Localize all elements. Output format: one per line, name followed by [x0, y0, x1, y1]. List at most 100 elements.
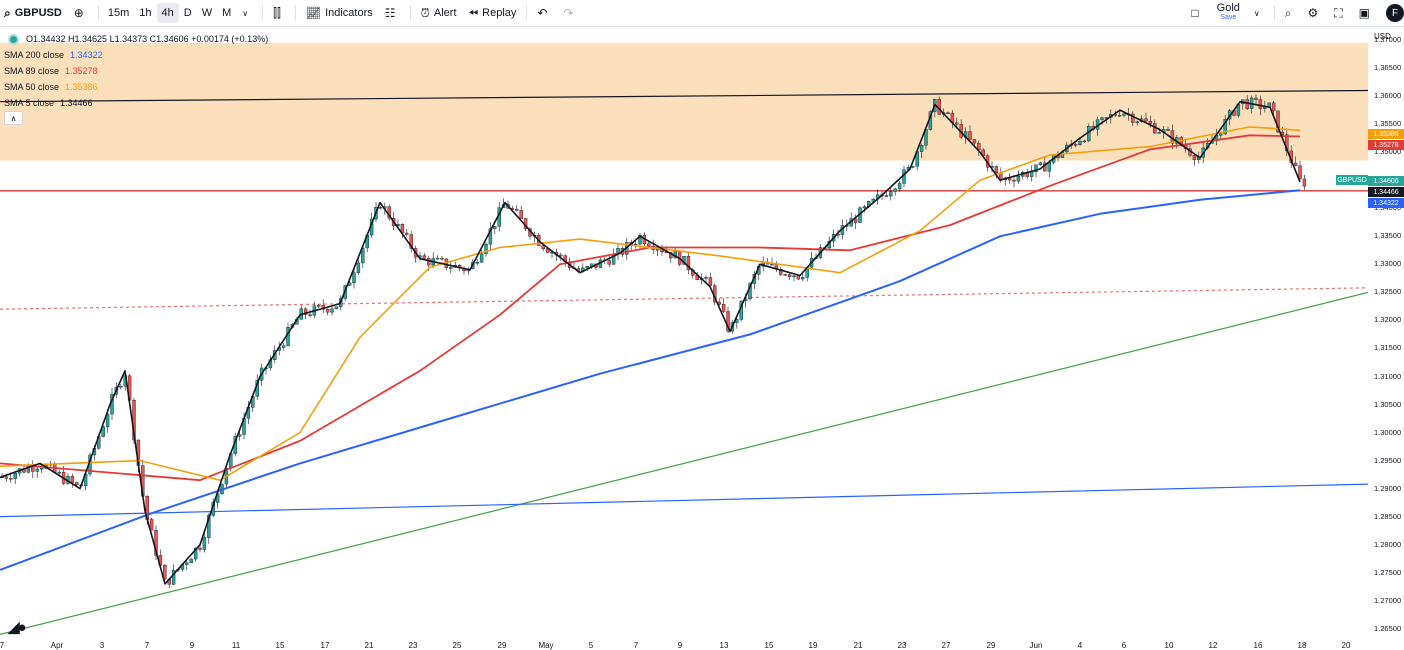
tf-15m[interactable]: 15m — [107, 7, 130, 19]
timeframe-dropdown[interactable]: ∨ — [236, 0, 258, 26]
sma89-label: SMA 89 close — [4, 66, 60, 76]
replay-button[interactable]: ⏪︎ Replay — [463, 0, 523, 26]
settings-button[interactable]: ⚙ — [1301, 0, 1328, 26]
legend-sma200[interactable]: SMA 200 close 1.34322 — [4, 47, 268, 63]
tf-d[interactable]: D — [183, 7, 192, 19]
time-tick: 12 — [1208, 641, 1218, 650]
divider — [1273, 5, 1275, 21]
time-tick: 29 — [497, 641, 507, 650]
candle-up — [207, 515, 211, 538]
candle-down — [308, 314, 312, 316]
candle-up — [1122, 113, 1126, 116]
candle-up — [317, 305, 321, 307]
candle-up — [1078, 140, 1082, 146]
divider — [294, 5, 296, 21]
time-tick: 17 — [320, 641, 330, 650]
candle-up — [189, 558, 193, 564]
candle-down — [1298, 165, 1302, 180]
alert-button[interactable]: ⏰︎ Alert — [415, 0, 463, 26]
chart-canvas[interactable] — [0, 26, 1368, 640]
candle-down — [149, 519, 154, 531]
sma89-line — [0, 134, 1301, 482]
candle-down — [686, 256, 691, 271]
candle-up — [449, 267, 453, 269]
camera-icon: ▣ — [1358, 6, 1370, 20]
candle-up — [193, 547, 198, 560]
candle-up — [889, 191, 893, 197]
undo-button[interactable]: ↶ — [531, 0, 557, 26]
templates-button[interactable]: ☷ — [379, 0, 406, 26]
tradingview-logo-icon: ◢● — [8, 619, 27, 636]
price-tick: 1.33000 — [1374, 259, 1402, 269]
divider — [409, 5, 411, 21]
fullscreen-button[interactable]: ⛶ — [1328, 0, 1352, 26]
time-tick: Jun — [1029, 641, 1043, 650]
divider — [526, 5, 528, 21]
time-tick: 13 — [719, 641, 729, 650]
candle-up — [638, 234, 642, 245]
candle-down — [1192, 155, 1197, 160]
time-tick: 9 — [189, 641, 195, 650]
candle-down — [1302, 178, 1307, 187]
chart-legend: O1.34432 H1.34625 L1.34373 C1.34606 +0.0… — [4, 31, 268, 111]
candle-down — [968, 131, 972, 140]
price-tick: 1.30000 — [1374, 427, 1402, 437]
candle-up — [1223, 118, 1227, 135]
candle-down — [1258, 99, 1263, 109]
indicators-icon: 📈︎ — [305, 6, 322, 20]
snapshot-button[interactable]: ▣ — [1353, 0, 1380, 26]
candle-up — [1117, 115, 1122, 117]
layout-button[interactable]: □ — [1185, 0, 1208, 26]
resistance-zone — [0, 42, 1368, 161]
time-axis[interactable]: 7 Apr 3 7 9 11 15 17 21 23 25 29 May 5 7 9 13 15 19 21 23 27 2… — [0, 640, 1368, 650]
time-tick: 3 — [99, 641, 105, 650]
candle-down — [994, 166, 999, 173]
indicators-button[interactable]: 📈︎ Indicators — [300, 0, 379, 26]
candle-down — [541, 245, 545, 249]
avatar[interactable]: F — [1386, 4, 1404, 22]
redo-button[interactable]: ↷ — [557, 0, 583, 26]
candle-down — [1073, 144, 1078, 146]
sma50-line — [0, 126, 1301, 482]
search-icon: ⌕ — [4, 5, 11, 20]
tf-w[interactable]: W — [201, 7, 213, 19]
legend-sma50[interactable]: SMA 50 close 1.35386 — [4, 79, 268, 95]
legend-sma5[interactable]: SMA 5 close 1.34466 — [4, 95, 268, 111]
tf-4h[interactable]: 4h — [156, 3, 179, 23]
candle-up — [801, 277, 805, 280]
add-symbol-button[interactable]: ⊕ — [68, 0, 94, 26]
price-scale[interactable]: USD 1.37000 1.36500 1.36000 1.35500 1.35000 1… — [1368, 26, 1404, 640]
candle-up — [493, 226, 497, 229]
redo-icon: ↷ — [563, 6, 574, 20]
top-toolbar: ⌕ GBPUSD ⊕ 15m 1h 4h D W M ∨ ⫿⫿ 📈︎ Indic… — [0, 0, 1404, 27]
legend-sma89[interactable]: SMA 89 close 1.35278 — [4, 63, 268, 79]
candle-down — [70, 476, 75, 483]
sma200-label: SMA 200 close — [4, 50, 65, 60]
tf-m[interactable]: M — [222, 7, 232, 19]
square-icon: □ — [1191, 6, 1199, 20]
candle-up — [897, 183, 902, 190]
legend-collapse-button[interactable]: ∧ — [4, 111, 23, 125]
ohlc-values: O1.34432 H1.34625 L1.34373 C1.34606 +0.0… — [26, 34, 269, 44]
tf-1h[interactable]: 1h — [139, 7, 152, 19]
symbol-search[interactable]: ⌕ GBPUSD — [0, 0, 68, 26]
layout-name[interactable]: Gold Save — [1209, 3, 1248, 23]
time-tick: 10 — [1164, 641, 1174, 650]
price-tick: 1.27000 — [1374, 595, 1402, 605]
price-tick: 1.32500 — [1374, 287, 1402, 297]
price-tick: 1.28000 — [1374, 539, 1402, 549]
candle-up — [704, 277, 708, 279]
sma50-value: 1.35386 — [65, 82, 98, 92]
layout-dropdown[interactable]: ∨ — [1248, 0, 1270, 26]
sma89-value: 1.35278 — [65, 66, 98, 76]
time-tick: 21 — [364, 641, 374, 650]
quick-search-button[interactable]: ⌕ — [1279, 0, 1302, 26]
chart-type-button[interactable]: ⫿⫿ — [267, 0, 291, 26]
time-tick: 7 — [144, 641, 150, 650]
sma50-label: SMA 50 close — [4, 82, 60, 92]
replay-icon: ⏪︎ — [468, 5, 479, 20]
price-tick: 1.33500 — [1374, 231, 1402, 241]
sma5-label: SMA 5 close — [4, 98, 55, 108]
alert-label: Alert — [433, 7, 457, 19]
symbol-price-tag: GBPUSD — [1336, 175, 1368, 185]
